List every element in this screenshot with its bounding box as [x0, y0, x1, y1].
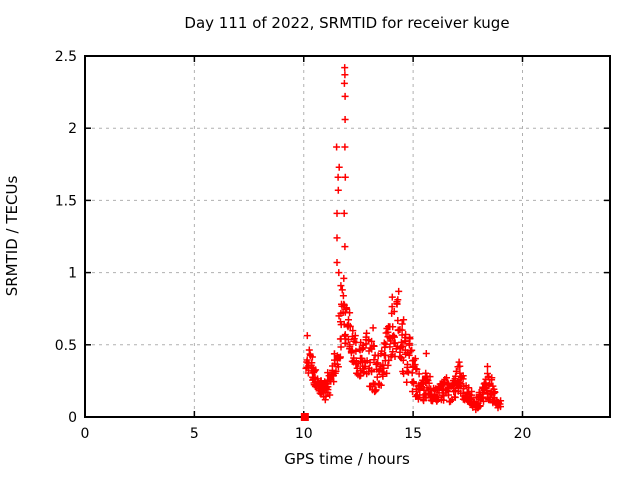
- y-tick-labels: 0 0.5 1 1.5 2 2.5: [55, 49, 77, 426]
- y-tick-label-2.5: 2.5: [55, 49, 77, 65]
- x-tick-label-15: 15: [404, 426, 422, 442]
- y-tick-label-0: 0: [68, 410, 77, 426]
- plot-border: [84, 55, 611, 418]
- x-axis-label: GPS time / hours: [284, 450, 410, 468]
- x-tick-label-20: 20: [514, 426, 532, 442]
- y-tick-label-0.5: 0.5: [55, 338, 77, 354]
- scatter-points: [300, 64, 505, 421]
- x-tick-label-10: 10: [295, 426, 313, 442]
- x-tick-label-5: 5: [190, 426, 199, 442]
- chart-title: Day 111 of 2022, SRMTID for receiver kug…: [184, 14, 509, 32]
- x-tick-label-0: 0: [81, 426, 90, 442]
- data-point-cloud: [302, 64, 505, 414]
- y-axis-label: SRMTID / TECUs: [3, 176, 21, 297]
- axis-ticks: [84, 55, 610, 418]
- y-tick-label-2: 2: [68, 121, 77, 137]
- gridlines: [85, 56, 610, 417]
- start-square-marker: [300, 413, 309, 421]
- x-tick-labels: 0 5 10 15 20: [81, 426, 532, 442]
- y-tick-label-1.5: 1.5: [55, 193, 77, 209]
- y-tick-label-1: 1: [68, 266, 77, 282]
